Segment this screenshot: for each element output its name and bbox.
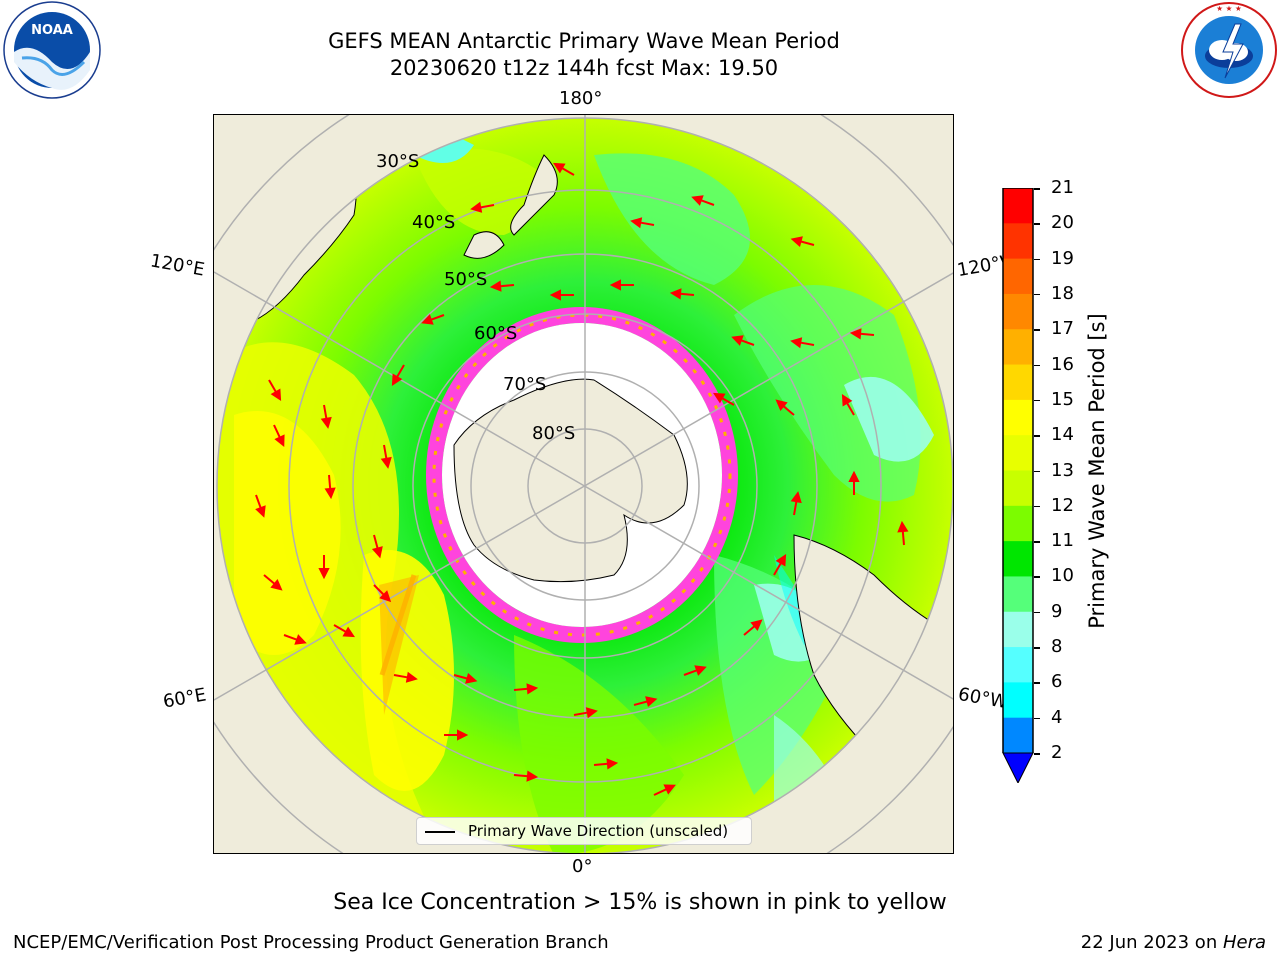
- colorbar: [1002, 187, 1034, 785]
- colorbar-tick: [1034, 399, 1040, 402]
- colorbar-tick: [1034, 223, 1040, 225]
- colorbar-segment: [1003, 611, 1033, 648]
- colorbar-tick: [1034, 258, 1040, 261]
- colorbar-tick-label: 17: [1051, 318, 1074, 340]
- colorbar-segment: [1003, 258, 1033, 295]
- lat-label-50s: 50°S: [444, 269, 488, 290]
- colorbar-title: Primary Wave Mean Period [s]: [1085, 313, 1109, 629]
- svg-text:NOAA: NOAA: [31, 23, 73, 38]
- colorbar-tick: [1034, 611, 1040, 614]
- colorbar-segment: [1003, 364, 1033, 401]
- sea-ice-caption: Sea Ice Concentration > 15% is shown in …: [333, 890, 947, 915]
- colorbar-tick: [1034, 188, 1040, 190]
- svg-text:★ ★ ★: ★ ★ ★: [1216, 4, 1242, 13]
- colorbar-segment: [1003, 293, 1033, 330]
- footer-branch: NCEP/EMC/Verification Post Processing Pr…: [13, 932, 609, 953]
- legend-label: Primary Wave Direction (unscaled): [468, 822, 729, 840]
- colorbar-tick-label: 6: [1051, 671, 1063, 693]
- colorbar-tick: [1034, 541, 1040, 543]
- colorbar-tick-label: 12: [1051, 494, 1074, 516]
- colorbar-tick: [1034, 505, 1040, 508]
- colorbar-segment: [1003, 435, 1033, 471]
- colorbar-tick-label: 10: [1051, 565, 1074, 587]
- colorbar-segment: [1003, 329, 1033, 366]
- colorbar-tick-label: 4: [1051, 706, 1063, 728]
- footer-date-text: 22 Jun 2023 on: [1080, 932, 1223, 953]
- colorbar-underflow-triangle: [1002, 752, 1034, 785]
- footer-host: Hera: [1222, 932, 1266, 953]
- polar-map: [213, 114, 954, 854]
- lat-label-30s: 30°S: [376, 151, 420, 172]
- lon-label-120e: 120°E: [148, 250, 207, 281]
- colorbar-tick: [1034, 329, 1040, 331]
- colorbar-segment: [1003, 223, 1033, 260]
- colorbar-tick-label: 13: [1051, 459, 1074, 481]
- colorbar-tick: [1034, 753, 1040, 755]
- legend-line-swatch: [425, 831, 455, 833]
- lon-label-60e: 60°E: [161, 684, 208, 713]
- graticule: [214, 115, 953, 853]
- lon-label-180: 180°: [559, 88, 603, 109]
- chart-subtitle: 20230620 t12z 144h fcst Max: 19.50: [389, 56, 779, 80]
- lat-label-60s: 60°S: [474, 323, 518, 344]
- colorbar-tick-label: 9: [1051, 600, 1063, 622]
- noaa-logo: NOAA: [2, 0, 102, 100]
- lat-label-40s: 40°S: [412, 212, 456, 233]
- colorbar-segment: [1003, 470, 1033, 507]
- colorbar-outline: [1002, 187, 1034, 753]
- chart-title: GEFS MEAN Antarctic Primary Wave Mean Pe…: [328, 29, 840, 53]
- colorbar-tick-label: 16: [1051, 353, 1074, 375]
- colorbar-tick-label: 8: [1051, 636, 1063, 658]
- colorbar-tick-label: 2: [1051, 742, 1063, 763]
- colorbar-tick-label: 15: [1051, 388, 1074, 410]
- lon-label-0: 0°: [572, 856, 593, 877]
- colorbar-tick-label: 21: [1051, 177, 1074, 198]
- lat-label-70s: 70°S: [503, 374, 547, 395]
- colorbar-segment: [1003, 541, 1033, 577]
- colorbar-tick: [1034, 364, 1040, 367]
- colorbar-segment: [1003, 647, 1033, 683]
- colorbar-tick: [1034, 717, 1040, 720]
- colorbar-tick-label: 11: [1051, 530, 1074, 552]
- colorbar-tick-label: 19: [1051, 247, 1074, 269]
- colorbar-tick: [1034, 293, 1040, 296]
- map-legend: Primary Wave Direction (unscaled): [416, 817, 752, 845]
- colorbar-tick: [1034, 576, 1040, 578]
- colorbar-segment: [1003, 188, 1033, 224]
- lat-label-80s: 80°S: [532, 423, 576, 444]
- colorbar-tick-label: 14: [1051, 424, 1074, 446]
- colorbar-tick-label: 18: [1051, 282, 1074, 304]
- colorbar-tick: [1034, 470, 1040, 472]
- high-period-streak: [379, 574, 417, 676]
- colorbar-segment: [1003, 717, 1033, 754]
- colorbar-tick: [1034, 682, 1040, 684]
- wave-direction-arrows: [255, 162, 909, 796]
- colorbar-tick: [1034, 647, 1040, 649]
- colorbar-tick: [1034, 435, 1040, 437]
- colorbar-segment: [1003, 399, 1033, 436]
- nws-logo: ★ ★ ★: [1179, 0, 1279, 100]
- colorbar-tick-label: 20: [1051, 212, 1074, 234]
- footer-date: 22 Jun 2023 on Hera: [1081, 932, 1266, 953]
- colorbar-segment: [1003, 576, 1033, 613]
- colorbar-segment: [1003, 505, 1033, 542]
- colorbar-segment: [1003, 682, 1033, 719]
